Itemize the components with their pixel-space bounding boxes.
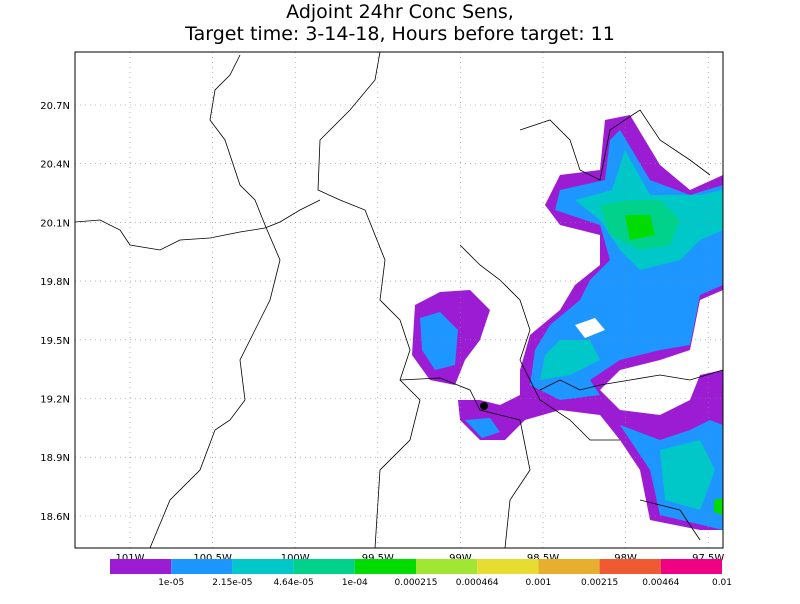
colorbar-label: 1e-04 — [342, 578, 368, 588]
colorbar-label: 0.00464 — [642, 578, 679, 588]
colorbar-label: 0.001 — [526, 578, 552, 588]
y-tick-label: 19.2N — [40, 395, 70, 406]
y-tick-label: 19.8N — [40, 277, 70, 288]
colorbar-box — [599, 559, 661, 574]
x-tick-label: 99.5W — [362, 553, 394, 564]
x-tick-label: 97.5W — [692, 553, 724, 564]
colorbar: 1e-05 2.15e-05 4.64e-05 1e-04 0.000215 0.0004… — [110, 559, 732, 588]
colorbar-label: 4.64e-05 — [273, 578, 313, 588]
colorbar-label: 0.000464 — [456, 578, 499, 588]
colorbar-label: 0.01 — [712, 578, 732, 588]
colorbar-box — [293, 559, 355, 574]
state-borders — [75, 52, 723, 548]
contour-fill — [420, 312, 500, 438]
colorbar-box — [660, 559, 722, 574]
y-tick-label: 19.5N — [40, 336, 70, 347]
x-tick-label: 100W — [281, 553, 310, 564]
colorbar-label: 1e-05 — [158, 578, 184, 588]
colorbar-label: 0.00215 — [581, 578, 618, 588]
map-field — [75, 52, 723, 548]
colorbar-box — [110, 559, 172, 574]
colorbar-box — [232, 559, 294, 574]
contour-fill — [540, 150, 723, 510]
colorbar-box — [171, 559, 233, 574]
title-line: Target time: 3-14-18, Hours before targe… — [184, 23, 615, 45]
y-tick-label: 20.4N — [40, 160, 70, 171]
colorbar-box — [416, 559, 478, 574]
contour-fill — [575, 318, 605, 338]
map-frame — [74, 51, 724, 549]
target-point — [480, 402, 488, 410]
colorbar-box — [354, 559, 416, 574]
y-tick-label: 20.1N — [40, 218, 70, 229]
colorbar-box — [538, 559, 600, 574]
x-tick-label: 99W — [449, 553, 472, 564]
y-tick-label: 18.6N — [40, 512, 70, 523]
colorbar-box — [477, 559, 539, 574]
y-tick-label: 18.9N — [40, 453, 70, 464]
colorbar-label: 2.15e-05 — [212, 578, 252, 588]
x-tick-label: 98W — [614, 553, 637, 564]
title-line: Adjoint 24hr Conc Sens, — [286, 1, 514, 23]
grid: 20.7N 20.4N 20.1N 19.8N 19.5N 19.2N 18.9N 18.6N… — [40, 52, 724, 564]
colorbar-label: 0.000215 — [395, 578, 438, 588]
y-tick-label: 20.7N — [40, 101, 70, 112]
x-tick-label: 98.5W — [527, 553, 559, 564]
x-tick-label: 101W — [116, 553, 145, 564]
x-tick-label: 100.5W — [193, 553, 232, 564]
